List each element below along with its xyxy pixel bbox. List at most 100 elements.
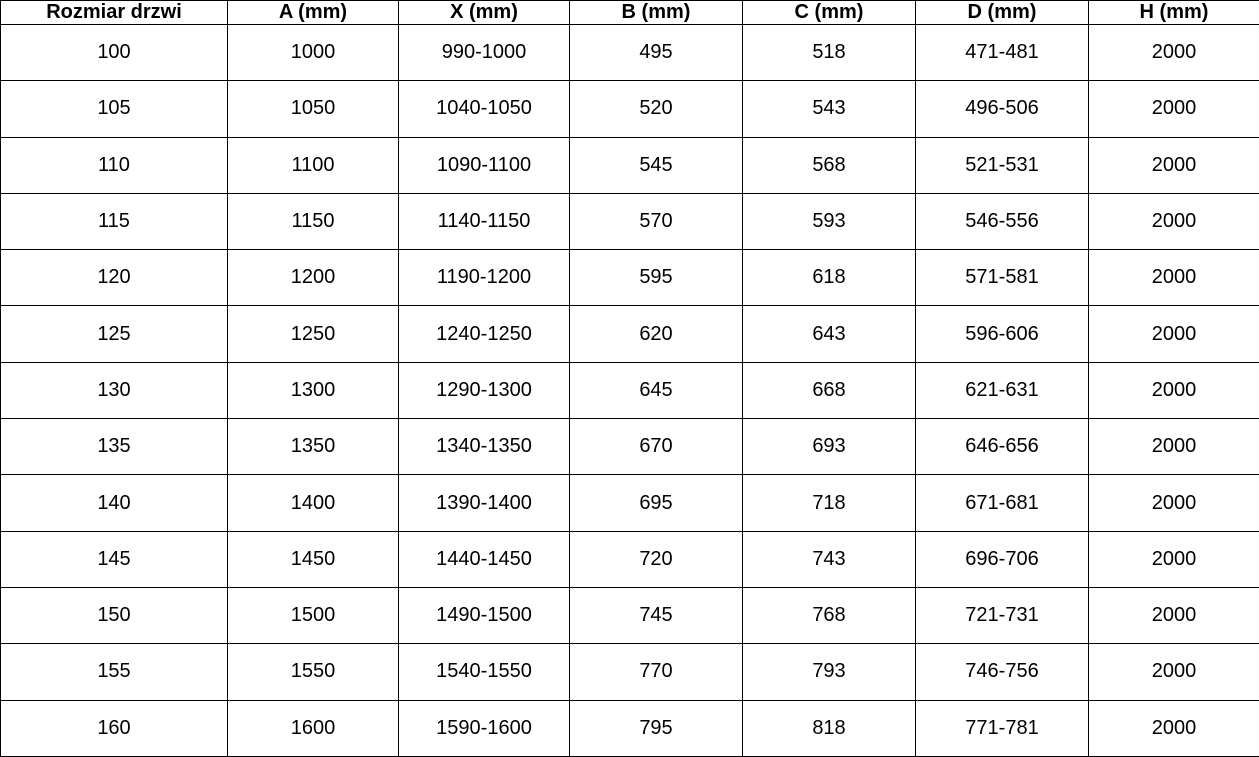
table-cell: 521-531 — [915, 136, 1089, 194]
table-cell: 646-656 — [915, 418, 1089, 476]
table-cell: 1240-1250 — [398, 305, 570, 363]
table-cell: 2000 — [1088, 643, 1259, 701]
table-cell: 1440-1450 — [398, 530, 570, 588]
table-cell: 1000 — [227, 23, 399, 82]
table-cell: 1250 — [227, 305, 399, 363]
table-cell: 568 — [742, 136, 916, 194]
table-row: 160 1600 1590-1600 795 818 771-781 2000 — [0, 699, 1259, 757]
column-header-x-mm: X (mm) — [398, 0, 570, 25]
table-cell: 495 — [569, 23, 743, 82]
table-cell: 520 — [569, 80, 743, 138]
table-cell: 770 — [569, 643, 743, 701]
table-cell: 720 — [569, 530, 743, 588]
table-cell: 1550 — [227, 643, 399, 701]
table-body: 100 1000 990-1000 495 518 471-481 2000 105 1050 1… — [0, 23, 1259, 757]
table-row: 120 1200 1190-1200 595 618 571-581 2000 — [0, 249, 1259, 307]
column-header-h-mm: H (mm) — [1088, 0, 1259, 25]
table-cell: 2000 — [1088, 23, 1259, 82]
table-cell: 621-631 — [915, 361, 1089, 420]
table-row: 150 1500 1490-1500 745 768 721-731 2000 — [0, 586, 1259, 645]
table-cell: 120 — [0, 249, 228, 307]
table-cell: 1540-1550 — [398, 643, 570, 701]
table-cell: 2000 — [1088, 361, 1259, 420]
table-cell: 743 — [742, 530, 916, 588]
table-cell: 570 — [569, 192, 743, 251]
table-cell: 746-756 — [915, 643, 1089, 701]
table-cell: 2000 — [1088, 249, 1259, 307]
table-cell: 115 — [0, 192, 228, 251]
table-cell: 696-706 — [915, 530, 1089, 588]
table-cell: 1290-1300 — [398, 361, 570, 420]
table-cell: 105 — [0, 80, 228, 138]
table-cell: 2000 — [1088, 699, 1259, 757]
table-cell: 2000 — [1088, 474, 1259, 532]
table-cell: 155 — [0, 643, 228, 701]
table-cell: 771-781 — [915, 699, 1089, 757]
table-cell: 745 — [569, 586, 743, 645]
table-row: 115 1150 1140-1150 570 593 546-556 2000 — [0, 192, 1259, 251]
table-cell: 1340-1350 — [398, 418, 570, 476]
table-row: 110 1100 1090-1100 545 568 521-531 2000 — [0, 136, 1259, 194]
table-cell: 100 — [0, 23, 228, 82]
table-cell: 110 — [0, 136, 228, 194]
table-cell: 1400 — [227, 474, 399, 532]
table-cell: 618 — [742, 249, 916, 307]
table-cell: 1490-1500 — [398, 586, 570, 645]
column-header-d-mm: D (mm) — [915, 0, 1089, 25]
table-cell: 130 — [0, 361, 228, 420]
table-cell: 125 — [0, 305, 228, 363]
table-cell: 1190-1200 — [398, 249, 570, 307]
table-cell: 768 — [742, 586, 916, 645]
table-cell: 1100 — [227, 136, 399, 194]
table-cell: 2000 — [1088, 80, 1259, 138]
table-cell: 496-506 — [915, 80, 1089, 138]
table-cell: 620 — [569, 305, 743, 363]
table-row: 155 1550 1540-1550 770 793 746-756 2000 — [0, 643, 1259, 701]
table-cell: 1390-1400 — [398, 474, 570, 532]
table-cell: 2000 — [1088, 418, 1259, 476]
table-cell: 1050 — [227, 80, 399, 138]
table-cell: 1600 — [227, 699, 399, 757]
table-cell: 546-556 — [915, 192, 1089, 251]
table-cell: 2000 — [1088, 192, 1259, 251]
table-row: 125 1250 1240-1250 620 643 596-606 2000 — [0, 305, 1259, 363]
table-cell: 2000 — [1088, 136, 1259, 194]
table-cell: 150 — [0, 586, 228, 645]
table-cell: 145 — [0, 530, 228, 588]
column-header-a-mm: A (mm) — [227, 0, 399, 25]
table-cell: 718 — [742, 474, 916, 532]
table-cell: 2000 — [1088, 305, 1259, 363]
table-cell: 160 — [0, 699, 228, 757]
column-header-c-mm: C (mm) — [742, 0, 916, 25]
table-row: 145 1450 1440-1450 720 743 696-706 2000 — [0, 530, 1259, 588]
table-cell: 695 — [569, 474, 743, 532]
table-cell: 518 — [742, 23, 916, 82]
table-cell: 1200 — [227, 249, 399, 307]
table-cell: 1450 — [227, 530, 399, 588]
table-cell: 643 — [742, 305, 916, 363]
table-cell: 1140-1150 — [398, 192, 570, 251]
table-cell: 593 — [742, 192, 916, 251]
table-cell: 1090-1100 — [398, 136, 570, 194]
table-cell: 1500 — [227, 586, 399, 645]
table-cell: 1350 — [227, 418, 399, 476]
column-header-rozmiar-drzwi: Rozmiar drzwi — [0, 0, 228, 25]
table-cell: 721-731 — [915, 586, 1089, 645]
table-cell: 795 — [569, 699, 743, 757]
table-header-row: Rozmiar drzwi A (mm) X (mm) B (mm) C (mm… — [0, 0, 1259, 25]
table-cell: 693 — [742, 418, 916, 476]
table-cell: 571-581 — [915, 249, 1089, 307]
table-cell: 595 — [569, 249, 743, 307]
table-cell: 2000 — [1088, 530, 1259, 588]
table-cell: 543 — [742, 80, 916, 138]
table-cell: 1040-1050 — [398, 80, 570, 138]
table-cell: 671-681 — [915, 474, 1089, 532]
table-row: 130 1300 1290-1300 645 668 621-631 2000 — [0, 361, 1259, 420]
table-row: 135 1350 1340-1350 670 693 646-656 2000 — [0, 418, 1259, 476]
table-cell: 135 — [0, 418, 228, 476]
table-cell: 1300 — [227, 361, 399, 420]
table-row: 140 1400 1390-1400 695 718 671-681 2000 — [0, 474, 1259, 532]
table-cell: 1590-1600 — [398, 699, 570, 757]
table-cell: 596-606 — [915, 305, 1089, 363]
